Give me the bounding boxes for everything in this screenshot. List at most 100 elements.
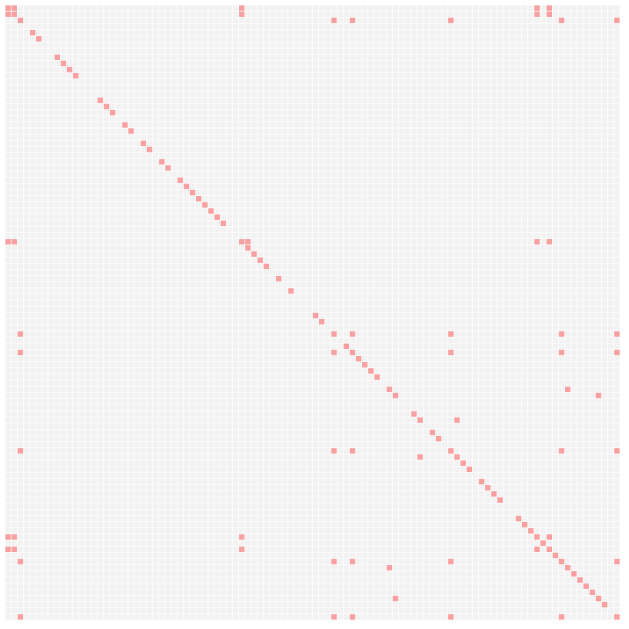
matrix-cell-filled [11,534,17,540]
matrix-cell-filled [239,534,245,540]
matrix-cell-filled [577,577,583,583]
matrix-cell-filled [614,349,620,356]
matrix-cell-filled [534,5,540,11]
matrix-cell-filled [17,17,24,24]
matrix-cell-filled [202,202,208,208]
matrix-cell-filled [454,454,460,460]
matrix-cell-filled [614,614,620,620]
matrix-cell-filled [448,448,454,454]
matrix-cell-filled [189,189,196,196]
matrix-cell-filled [5,239,11,245]
matrix-cell-filled [17,448,24,454]
matrix-cell-filled [196,196,202,202]
filled-cells-layer [5,5,620,620]
matrix-cell-filled [177,177,183,183]
matrix-cell-filled [614,17,620,24]
matrix-cell-filled [288,288,294,294]
matrix-cell-filled [411,411,417,417]
matrix-cell-filled [515,515,522,522]
matrix-cell-filled [349,17,356,24]
matrix-cell-filled [460,460,466,466]
matrix-cell-filled [97,97,104,104]
matrix-cell-filled [165,165,171,171]
matrix-cell-filled [558,448,565,454]
matrix-cell-filled [331,331,337,337]
matrix-cell-filled [73,73,79,79]
matrix-cell-filled [614,448,620,454]
matrix-cell-filled [392,595,399,602]
matrix-cell-filled [448,558,454,565]
matrix-cell-filled [546,11,552,17]
matrix-cell-filled [11,11,17,17]
matrix-cell-filled [571,571,577,577]
matrix-cell-filled [552,552,559,559]
matrix-cell-filled [540,540,546,546]
grid-layer [4,4,621,621]
matrix-cell-filled [17,331,24,337]
matrix-cell-filled [5,5,11,11]
matrix-cell-filled [429,429,436,436]
matrix-cell-filled [66,66,73,73]
matrix-cell-filled [103,103,110,110]
matrix-cell-filled [349,349,356,356]
matrix-cell-filled [349,331,356,337]
matrix-cell-filled [239,5,245,11]
matrix-cell-filled [466,466,473,473]
matrix-cell-filled [435,435,442,442]
matrix-cell-filled [583,583,589,589]
matrix-cell-filled [528,528,534,534]
matrix-cell-filled [5,11,11,17]
matrix-cell-filled [146,146,153,153]
matrix-cell-filled [355,355,362,362]
matrix-cell-filled [275,275,282,282]
matrix-cell-filled [534,11,540,17]
matrix-cell-filled [54,54,60,60]
matrix-cell-filled [448,17,454,24]
matrix-cell-filled [263,263,270,270]
matrix-cell-filled [589,589,596,596]
matrix-cell-filled [257,257,263,263]
matrix-cell-filled [208,208,214,214]
matrix-cell-filled [11,546,17,552]
matrix-cell-filled [60,60,67,67]
matrix-cell-filled [386,386,393,393]
matrix-cell-filled [239,239,245,245]
matrix-cell-filled [417,454,423,460]
matrix-cell-filled [491,491,497,497]
matrix-cell-filled [331,614,337,620]
matrix-cell-filled [331,349,337,356]
matrix-cell-filled [485,485,491,491]
matrix-cell-filled [109,109,116,116]
matrix-cell-filled [5,534,11,540]
matrix-cell-filled [565,565,571,571]
matrix-cell-filled [368,368,374,374]
matrix-cell-filled [159,159,165,165]
matrix-cell-filled [349,558,356,565]
matrix-cell-filled [36,36,42,42]
matrix-cell-filled [17,614,24,620]
matrix-cell-filled [558,558,565,565]
matrix-cell-filled [448,331,454,337]
matrix-cell-filled [349,448,356,454]
matrix-cell-filled [558,17,565,24]
matrix-cell-filled [331,448,337,454]
matrix-cell-filled [546,534,552,540]
matrix-cell-filled [558,614,565,620]
matrix-cell-filled [17,349,24,356]
matrix-cell-filled [558,331,565,337]
matrix-cell-filled [331,17,337,24]
matrix-cell-filled [17,558,24,565]
matrix-cell-filled [546,239,552,245]
matrix-cell-filled [448,349,454,356]
matrix-cell-filled [386,565,393,571]
matrix-cell-filled [245,239,251,245]
matrix-cell-filled [595,595,602,602]
matrix-cell-filled [546,5,552,11]
matrix-cell-filled [534,546,540,552]
matrix-cell-filled [312,312,319,319]
matrix-cell-filled [331,558,337,565]
matrix-cell-filled [362,362,368,368]
matrix-cell-filled [214,214,220,220]
matrix-cell-filled [614,558,620,565]
matrix-cell-filled [454,417,460,423]
